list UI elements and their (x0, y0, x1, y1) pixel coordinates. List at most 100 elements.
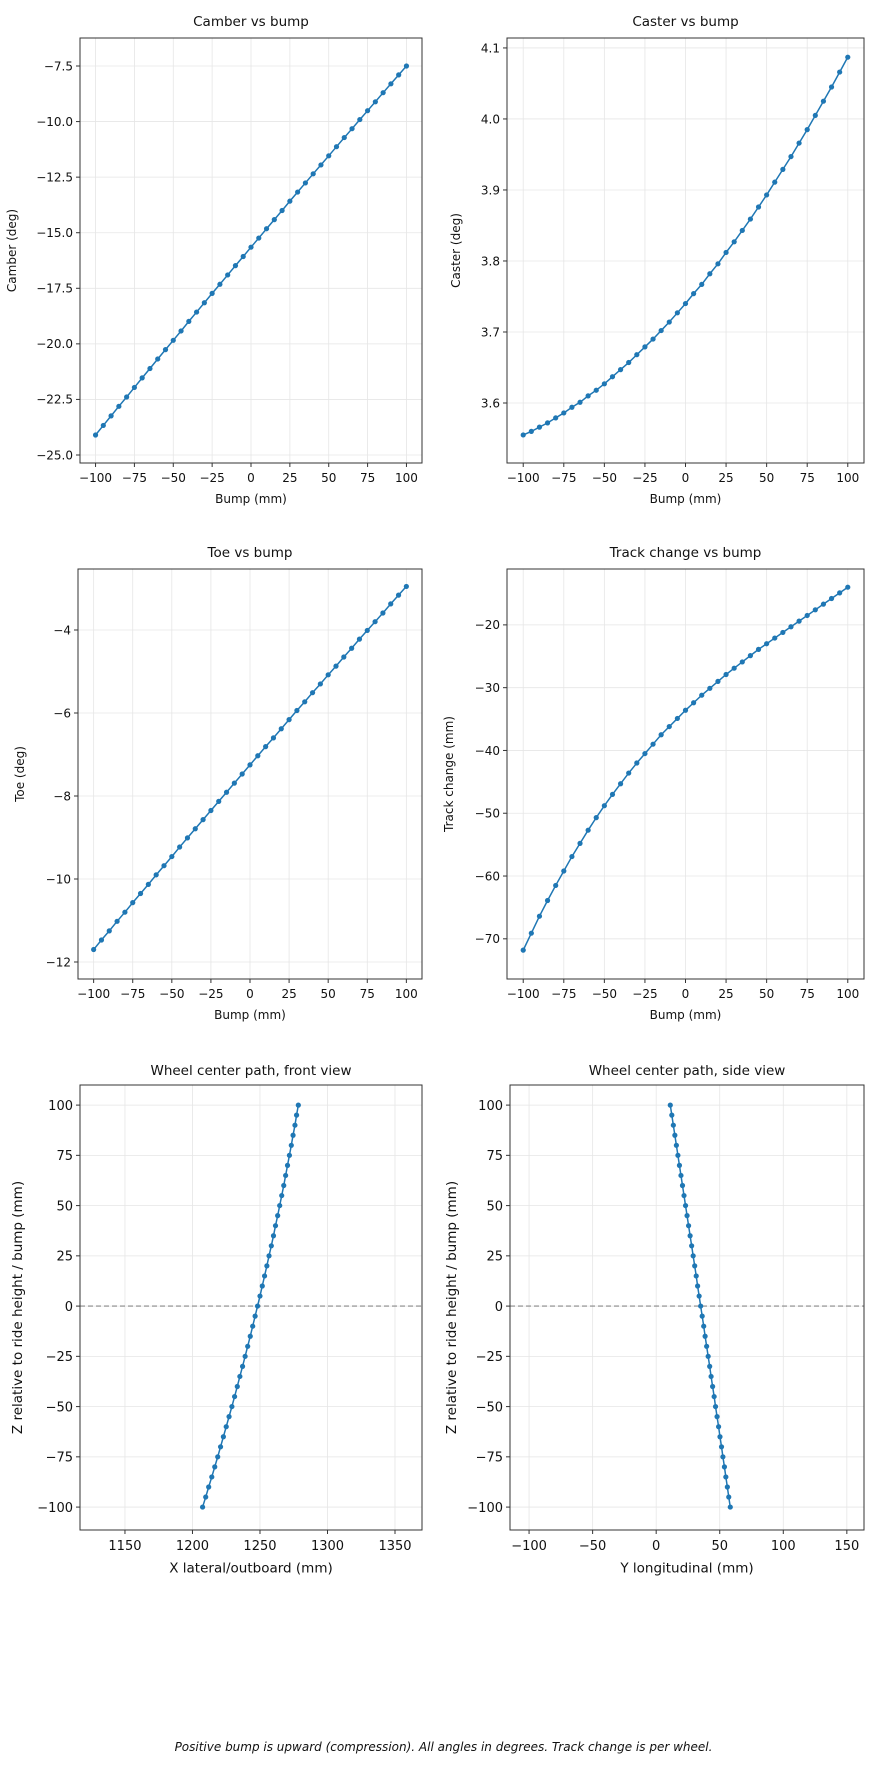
data-point (682, 1202, 689, 1209)
data-point (91, 946, 97, 953)
data-point (650, 336, 656, 342)
data-point (212, 1464, 218, 1470)
data-point (216, 798, 222, 804)
data-point (292, 1122, 298, 1128)
data-point (642, 344, 648, 350)
y-tick-label: −20.0 (36, 337, 73, 351)
data-point (275, 1213, 281, 1219)
y-tick-label: −22.5 (36, 393, 73, 407)
y-tick-label: −4 (53, 623, 71, 637)
data-point (617, 367, 624, 373)
data-point (712, 1403, 719, 1410)
data-point (707, 271, 713, 277)
chart-2: −100 −75 −50 −25 0 25 50 75 100 3.6 3.7 3.8 3.9 4.0 4.… (449, 14, 865, 506)
x-tick-label: 0 (652, 1539, 660, 1554)
x-tick-label: 50 (321, 987, 336, 1001)
y-tick-label: −50 (46, 1400, 73, 1415)
data-point (209, 1474, 215, 1480)
data-point (710, 1383, 716, 1390)
data-point (739, 227, 745, 234)
data-point (780, 166, 786, 172)
data-point (388, 601, 394, 607)
data-point (295, 189, 301, 195)
data-point (707, 685, 713, 691)
x-tick-label: −75 (551, 471, 576, 485)
data-point (288, 1142, 294, 1148)
data-point (209, 290, 215, 297)
data-point (699, 1313, 705, 1319)
data-point (577, 840, 583, 846)
data-point (682, 707, 689, 713)
x-tick-label: −75 (120, 987, 145, 1001)
data-point (270, 1233, 277, 1239)
data-point (302, 180, 309, 186)
data-point (388, 81, 394, 87)
y-axis-label: Z relative to ride height / bump (mm) (10, 1181, 26, 1434)
data-point (295, 1102, 301, 1108)
x-tick-label: 50 (759, 471, 774, 485)
data-point (585, 393, 591, 399)
data-point (705, 1353, 711, 1359)
data-point (341, 134, 347, 141)
data-point (561, 868, 567, 874)
y-tick-label: 50 (56, 1199, 73, 1214)
data-point (658, 327, 664, 334)
data-point (318, 162, 324, 168)
data-point (764, 192, 770, 198)
data-point (217, 1444, 224, 1450)
data-point (747, 653, 754, 659)
data-point (721, 1464, 728, 1470)
x-axis-label: X lateral/outboard (mm) (169, 1561, 333, 1577)
data-point (122, 909, 128, 915)
data-point (634, 352, 640, 358)
x-tick-label: 25 (718, 471, 733, 485)
data-point (617, 781, 624, 787)
data-point (755, 646, 762, 652)
data-point (828, 84, 835, 90)
y-tick-label: 75 (486, 1149, 503, 1164)
data-point (676, 1162, 683, 1168)
data-point (845, 54, 851, 60)
data-point (242, 1353, 248, 1359)
data-point (266, 1253, 272, 1259)
data-point (220, 1434, 226, 1440)
data-point (544, 420, 551, 426)
data-point (310, 171, 316, 177)
data-point (720, 1454, 726, 1460)
data-point (704, 1343, 710, 1349)
data-point (287, 198, 293, 204)
y-tick-label: −7.5 (44, 59, 73, 73)
y-tick-label: 25 (486, 1250, 503, 1265)
data-point (601, 803, 607, 809)
x-tick-label: −100 (511, 1539, 547, 1554)
x-tick-label: 50 (321, 471, 336, 485)
data-point (272, 1223, 279, 1229)
data-point (372, 619, 378, 625)
data-point (684, 1213, 690, 1219)
data-point (206, 1484, 212, 1490)
x-tick-label: −100 (507, 471, 540, 485)
x-tick-label: 1150 (108, 1539, 141, 1554)
data-point (679, 1182, 686, 1189)
data-point (245, 1343, 251, 1349)
y-tick-label: −20 (475, 618, 500, 632)
y-tick-label: −6 (53, 706, 71, 720)
data-point (667, 1102, 673, 1108)
x-tick-label: 0 (246, 987, 254, 1001)
data-point (715, 1424, 722, 1430)
data-point (731, 665, 737, 671)
data-point (147, 365, 153, 372)
data-point (380, 90, 386, 96)
data-point (698, 1303, 704, 1309)
data-point (699, 692, 705, 698)
data-point (553, 415, 559, 421)
x-tick-label: −25 (632, 471, 657, 485)
data-point (796, 140, 802, 146)
data-point (577, 399, 583, 405)
data-point (601, 381, 607, 387)
x-tick-label: −25 (199, 471, 224, 485)
data-point (520, 432, 526, 438)
data-point (837, 590, 843, 596)
y-tick-label: −60 (475, 869, 500, 883)
data-point (286, 717, 292, 723)
